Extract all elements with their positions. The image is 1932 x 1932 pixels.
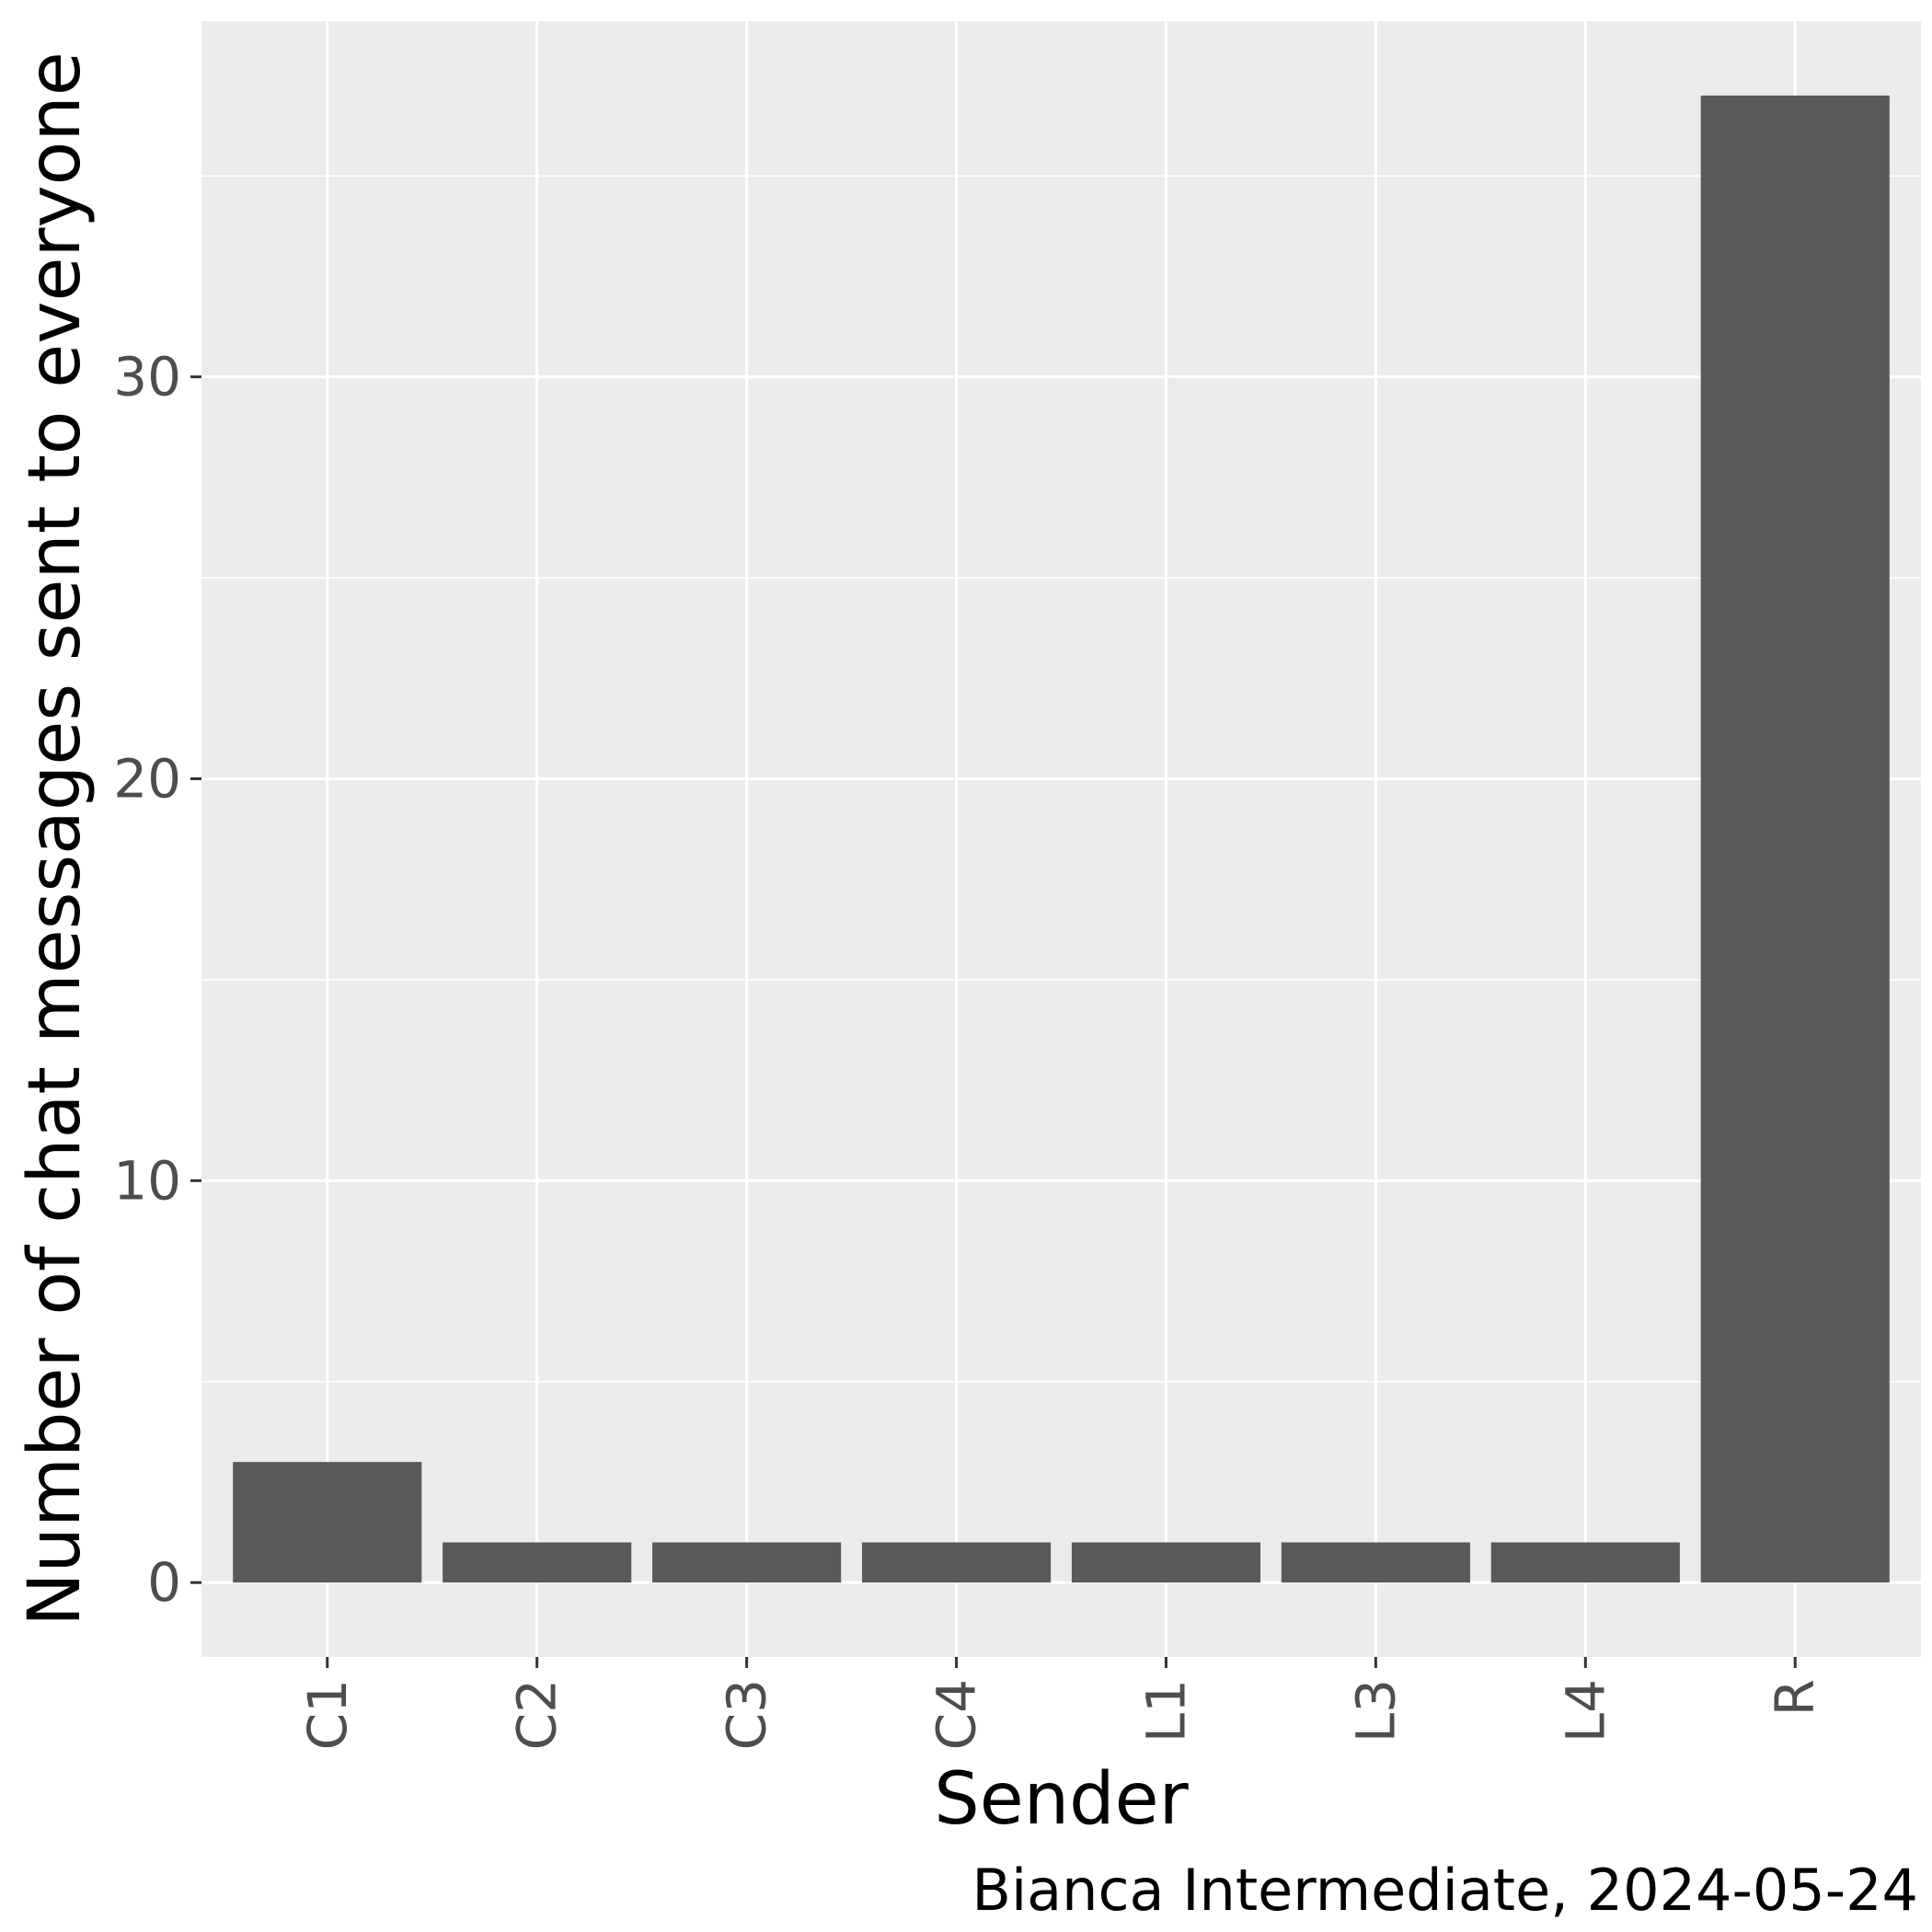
bar-l4 [1490, 1542, 1680, 1583]
panel-background [201, 21, 1921, 1657]
major-gridlines [201, 21, 1921, 1657]
x-tick-label-r: R [1764, 1679, 1826, 1716]
x-tick-label-c2: C2 [506, 1679, 569, 1750]
y-tick-label: 10 [113, 1149, 181, 1212]
x-tick-label-c3: C3 [716, 1679, 778, 1750]
y-tick-label: 20 [113, 747, 181, 810]
bar-l3 [1281, 1542, 1470, 1583]
x-axis-title: Sender [934, 1758, 1189, 1841]
bar-c1 [233, 1462, 422, 1583]
minor-gridlines [201, 175, 1921, 1383]
bar-c3 [652, 1542, 842, 1583]
x-axis: C1 C2 C3 C4 L1 L3 L4 R [296, 1657, 1826, 1750]
bar-c2 [443, 1542, 632, 1583]
bar-l1 [1071, 1542, 1261, 1583]
x-tick-label-l1: L1 [1134, 1679, 1197, 1742]
bar-c4 [861, 1542, 1052, 1583]
x-tick-label-c4: C4 [926, 1679, 988, 1750]
bars [233, 95, 1890, 1583]
y-axis-title: Number of chat messages sent to everyone [14, 52, 97, 1627]
y-axis: 0 10 20 30 [113, 346, 201, 1614]
chart-caption: Bianca Intermediate, 2024-05-24 [972, 1857, 1918, 1924]
bar-r [1700, 95, 1890, 1583]
x-tick-label-c1: C1 [296, 1679, 359, 1750]
y-tick-label: 0 [147, 1551, 181, 1614]
x-tick-label-l3: L3 [1344, 1679, 1407, 1742]
x-tick-label-l4: L4 [1554, 1679, 1616, 1742]
y-tick-label: 30 [113, 346, 181, 408]
